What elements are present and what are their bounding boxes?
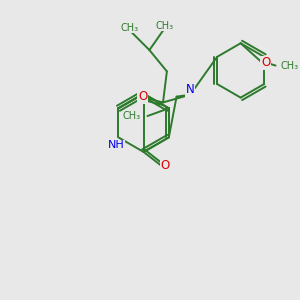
Text: CH₃: CH₃ — [156, 21, 174, 31]
Text: CH₃: CH₃ — [123, 111, 141, 121]
Text: CH₃: CH₃ — [280, 61, 298, 70]
Text: CH₃: CH₃ — [121, 23, 139, 33]
Text: N: N — [186, 83, 194, 96]
Text: NH: NH — [108, 140, 125, 150]
Text: O: O — [261, 56, 270, 69]
Text: O: O — [138, 90, 147, 103]
Text: O: O — [160, 159, 170, 172]
